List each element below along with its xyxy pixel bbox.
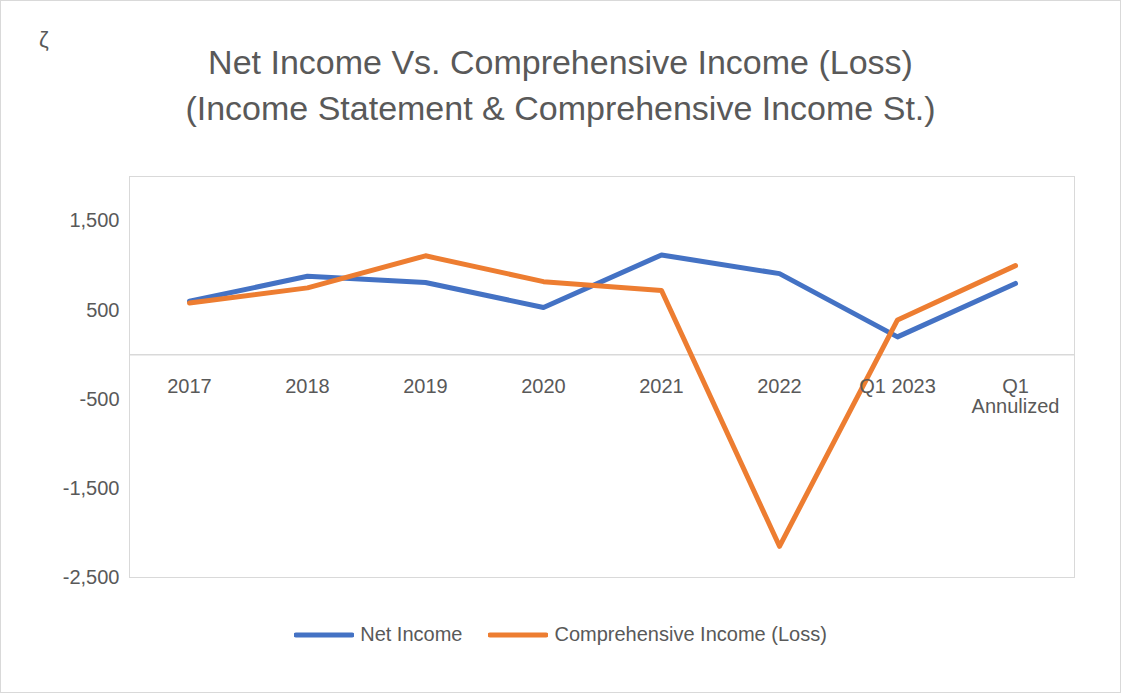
svg-text:2017: 2017 (167, 375, 212, 397)
html-text:Net Income: Net Income (360, 623, 463, 645)
svg-text:1,500: 1,500 (69, 209, 119, 231)
svg-text:2022: 2022 (757, 375, 802, 397)
svg-text:-2,500: -2,500 (63, 566, 120, 588)
svg-text:2018: 2018 (285, 375, 330, 397)
svg-text:-1,500: -1,500 (63, 477, 120, 499)
html-text:Net Income Vs. Comprehensive I: Net Income Vs. Comprehensive Income (Los… (208, 43, 913, 81)
svg-text:2020: 2020 (521, 375, 566, 397)
html-text:Comprehensive Income (Loss): Comprehensive Income (Loss) (554, 623, 827, 645)
html-text:(Income Statement & Comprehens: (Income Statement & Comprehensive Income… (185, 89, 936, 127)
svg-text:2021: 2021 (639, 375, 684, 397)
svg-text:Q1Annulized: Q1Annulized (972, 375, 1060, 417)
svg-text:500: 500 (86, 299, 119, 321)
svg-text:Q1 2023: Q1 2023 (859, 375, 936, 397)
svg-text:-500: -500 (79, 388, 119, 410)
svg-text:2019: 2019 (403, 375, 448, 397)
html-text:ζ: ζ (39, 27, 49, 52)
